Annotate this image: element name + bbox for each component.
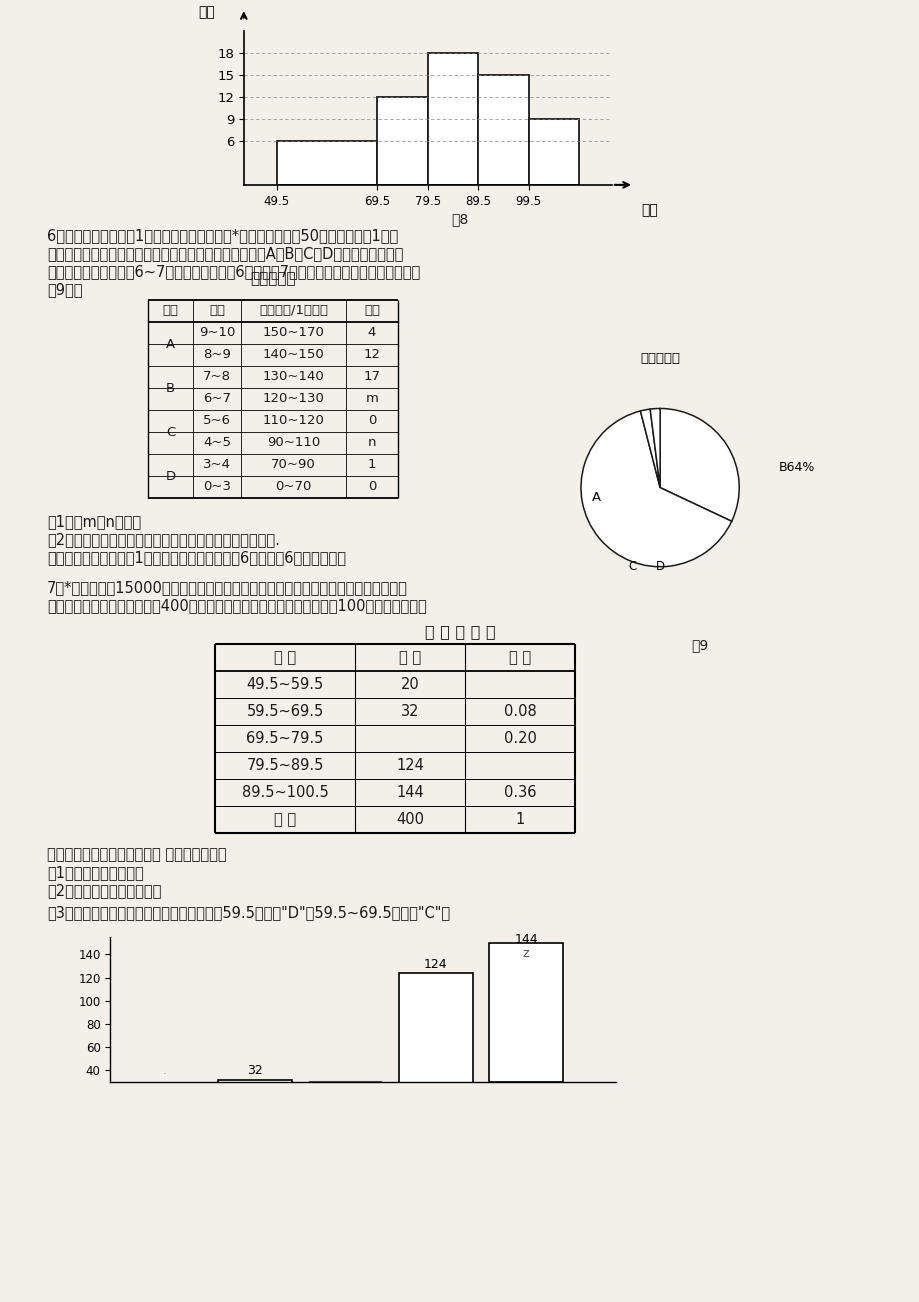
Text: 140~150: 140~150 <box>262 349 324 362</box>
Text: 20: 20 <box>400 677 419 691</box>
Text: B: B <box>165 381 175 395</box>
Text: 〔2〕补全频数分布直方图；: 〔2〕补全频数分布直方图； <box>47 883 161 898</box>
Text: 124: 124 <box>424 958 447 970</box>
Bar <box>478 76 528 185</box>
Wedge shape <box>650 409 660 487</box>
Text: 频数分布表: 频数分布表 <box>250 271 296 286</box>
Text: 频 率: 频 率 <box>508 650 530 665</box>
Text: 〔1〕求m、n的值；: 〔1〕求m、n的值； <box>47 514 141 529</box>
Text: 分 组: 分 组 <box>274 650 296 665</box>
Text: 32: 32 <box>401 704 419 719</box>
Text: 分值: 分值 <box>209 305 225 318</box>
Text: 3~4: 3~4 <box>203 458 231 471</box>
Text: 0.08: 0.08 <box>503 704 536 719</box>
Text: 人数: 人数 <box>199 5 215 20</box>
Text: 7、*县七年级有15000名学生参加平安应急预案知识竞赛活动，为了了解本次知识竞赛: 7、*县七年级有15000名学生参加平安应急预案知识竞赛活动，为了了解本次知识竞… <box>47 579 407 595</box>
Text: 130~140: 130~140 <box>262 371 324 384</box>
Text: 144: 144 <box>514 934 538 947</box>
Text: 0~3: 0~3 <box>203 480 231 493</box>
Text: 频 率 分 布 表: 频 率 分 布 表 <box>425 624 494 639</box>
Wedge shape <box>581 411 731 566</box>
Wedge shape <box>659 409 738 521</box>
Text: 4: 4 <box>368 327 376 340</box>
Bar <box>489 943 562 1082</box>
Text: 120~130: 120~130 <box>262 392 324 405</box>
Text: 合 计: 合 计 <box>274 812 296 827</box>
Text: 6、中考体育测试中，1分钟跳绳为自选工程．*中学九年级共有50名女同学选考1分钟: 6、中考体育测试中，1分钟跳绳为自选工程．*中学九年级共有50名女同学选考1分钟 <box>47 228 398 243</box>
Text: 1: 1 <box>515 812 524 827</box>
Text: 0~70: 0~70 <box>275 480 312 493</box>
Text: 5~6: 5~6 <box>203 414 231 427</box>
Bar <box>218 1079 291 1117</box>
Text: 49.5~59.5: 49.5~59.5 <box>246 677 323 691</box>
Bar <box>398 973 472 1117</box>
Text: 124: 124 <box>396 758 424 773</box>
Text: 150~170: 150~170 <box>262 327 324 340</box>
Text: 跳绳，根据测试评分标准，将她们的成绩进展统计后分为A、B、C、D四等，并绘制成下: 跳绳，根据测试评分标准，将她们的成绩进展统计后分为A、B、C、D四等，并绘制成下 <box>47 246 403 260</box>
Text: D: D <box>165 470 176 483</box>
Text: 频数: 频数 <box>364 305 380 318</box>
Text: 等级: 等级 <box>163 305 178 318</box>
Text: 144: 144 <box>396 785 424 799</box>
Text: z: z <box>522 947 528 960</box>
Text: 8~9: 8~9 <box>203 349 231 362</box>
Text: 图9: 图9 <box>690 638 708 652</box>
Text: 成绩: 成绩 <box>641 203 657 217</box>
Bar <box>427 53 478 185</box>
Text: 〔2〕在抽取的这个样本中，请说明哪个分数段的学生最多.: 〔2〕在抽取的这个样本中，请说明哪个分数段的学生最多. <box>47 533 279 547</box>
Bar <box>528 118 578 185</box>
Text: m: m <box>365 392 378 405</box>
Text: 110~120: 110~120 <box>262 414 324 427</box>
Text: 请你帮助教师计算这次1分钟跳绳测试的及格率〔6分以上含6分为及格〕．: 请你帮助教师计算这次1分钟跳绳测试的及格率〔6分以上含6分为及格〕． <box>47 549 346 565</box>
Bar <box>277 141 377 185</box>
Text: 图9〕．: 图9〕． <box>47 283 83 297</box>
Wedge shape <box>640 409 660 487</box>
Text: 4~5: 4~5 <box>203 436 231 449</box>
Text: 扇形统计图: 扇形统计图 <box>640 352 679 365</box>
Text: 17: 17 <box>363 371 380 384</box>
Text: 400: 400 <box>395 812 424 827</box>
Text: 70~90: 70~90 <box>271 458 315 471</box>
Text: 的成绩分布情况，从中抽取了400名学生的得分〔得分取正整数，总分值100分〕进展统计：: 的成绩分布情况，从中抽取了400名学生的得分〔得分取正整数，总分值100分〕进展… <box>47 598 426 613</box>
Text: 请你根据不完整的频率分布表 解答以下问题：: 请你根据不完整的频率分布表 解答以下问题： <box>47 848 226 862</box>
Text: 〔3〕假设将成绩按等级划分，规定得分低于59.5分评为"D"，59.5~69.5分评为"C"，: 〔3〕假设将成绩按等级划分，规定得分低于59.5分评为"D"，59.5~69.5… <box>47 905 449 921</box>
Text: B64%: B64% <box>777 461 814 474</box>
Text: .: . <box>163 1066 166 1077</box>
Text: 面的频数分布表〔注：6~7的意义为大于等于6分且小于7分，其余类似〕和扇形统计图〔如: 面的频数分布表〔注：6~7的意义为大于等于6分且小于7分，其余类似〕和扇形统计图… <box>47 264 420 279</box>
Text: 0: 0 <box>368 480 376 493</box>
Text: 89.5~100.5: 89.5~100.5 <box>242 785 328 799</box>
Text: 频 数: 频 数 <box>399 650 421 665</box>
Text: 跳绳（次/1分钟）: 跳绳（次/1分钟） <box>259 305 328 318</box>
Text: n: n <box>368 436 376 449</box>
Text: 32: 32 <box>247 1064 263 1077</box>
Text: C: C <box>165 426 175 439</box>
Text: 69.5~79.5: 69.5~79.5 <box>246 730 323 746</box>
Text: A: A <box>165 337 175 350</box>
Bar <box>377 98 427 185</box>
Text: 59.5~69.5: 59.5~69.5 <box>246 704 323 719</box>
Text: 0.20: 0.20 <box>503 730 536 746</box>
Text: D: D <box>655 560 664 573</box>
Text: 79.5~89.5: 79.5~89.5 <box>246 758 323 773</box>
Text: 1: 1 <box>368 458 376 471</box>
Text: 0: 0 <box>368 414 376 427</box>
Text: 7~8: 7~8 <box>203 371 231 384</box>
Text: A: A <box>592 491 601 504</box>
Text: 6~7: 6~7 <box>203 392 231 405</box>
Text: 12: 12 <box>363 349 380 362</box>
Text: 图8: 图8 <box>451 212 468 227</box>
Text: 〔1〕补全频率分布表；: 〔1〕补全频率分布表； <box>47 865 143 880</box>
Text: C: C <box>628 560 636 573</box>
Text: 90~110: 90~110 <box>267 436 320 449</box>
Text: 0.36: 0.36 <box>504 785 536 799</box>
Text: 9~10: 9~10 <box>199 327 235 340</box>
